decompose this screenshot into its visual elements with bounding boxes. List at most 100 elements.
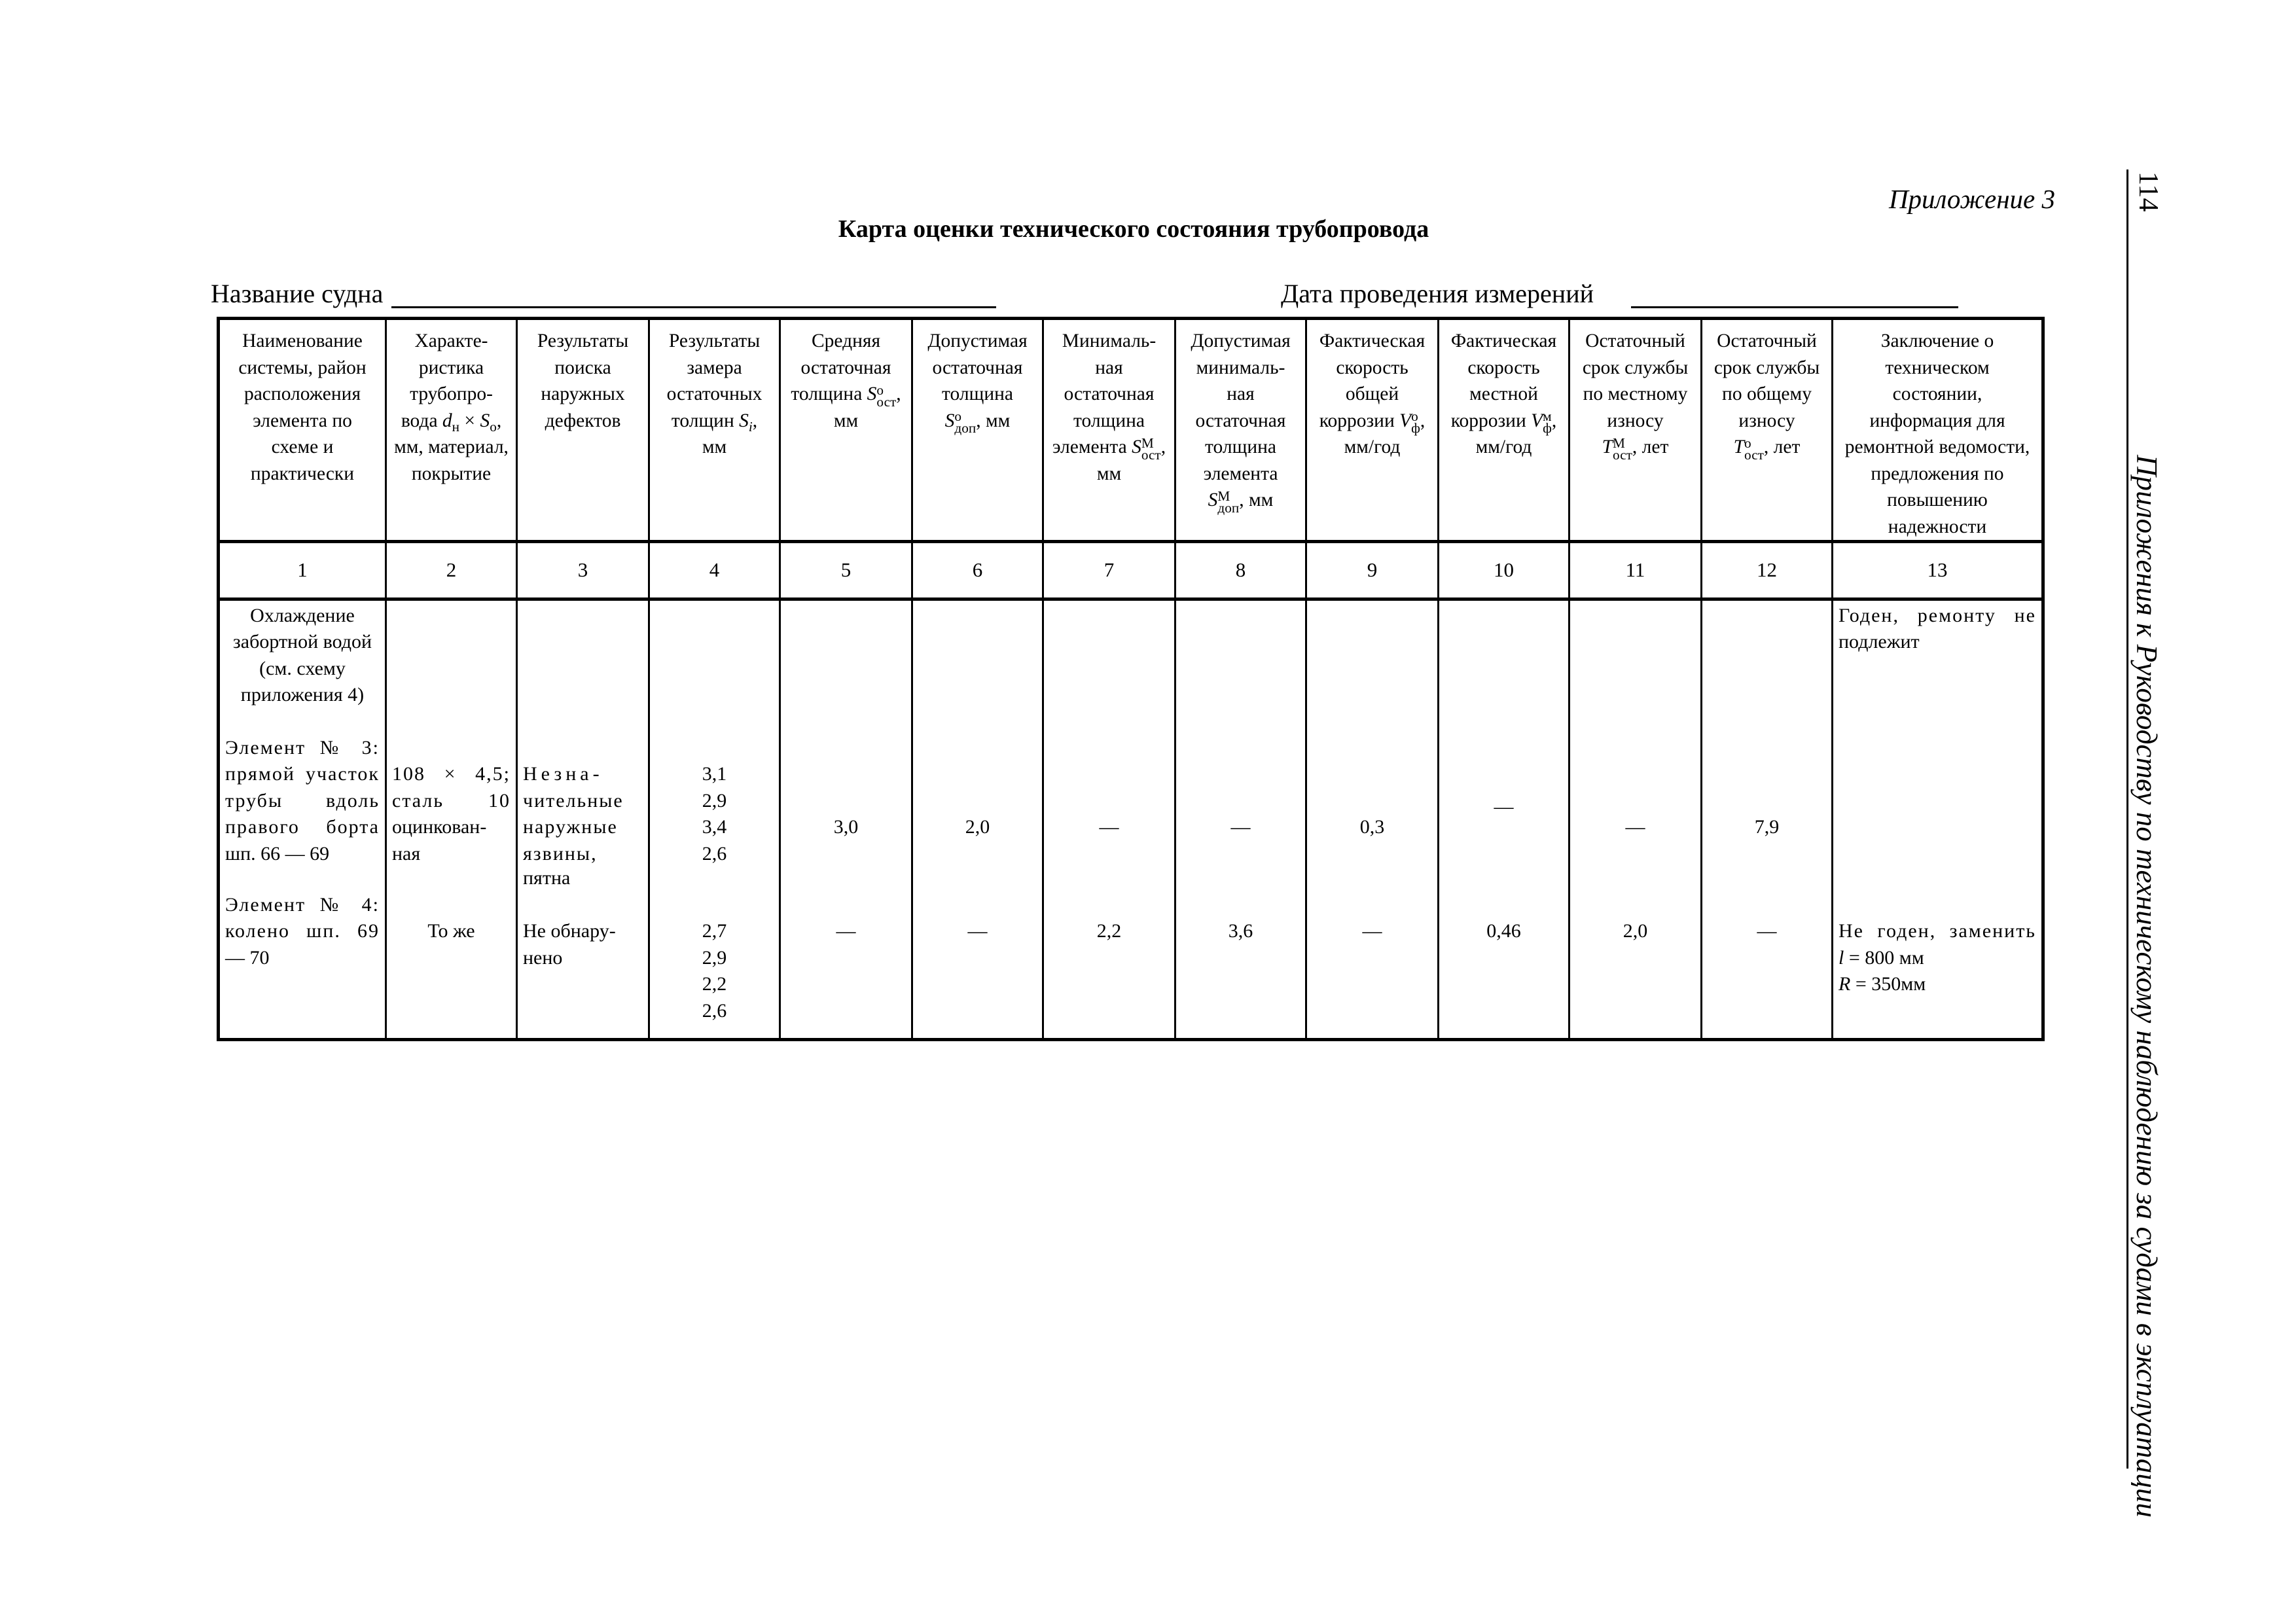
header-text: Фактическая скорость местной коррозии <box>1450 330 1557 431</box>
element3-conclusion: подлежит <box>1839 631 1920 652</box>
element3-life-local: — <box>1625 816 1645 838</box>
element3-min-thickness: — <box>1099 816 1119 838</box>
element3-measurement: 3,4 <box>702 816 727 838</box>
header-text: , мм <box>976 410 1011 431</box>
superscript: м <box>1543 408 1552 424</box>
system-line: приложения 4) <box>240 684 365 705</box>
element3-measurement: 2,9 <box>702 790 727 812</box>
column-number: 4 <box>648 541 781 601</box>
subscript: ост <box>1613 446 1632 463</box>
radius-value: = 350мм <box>1850 973 1926 995</box>
symbol: V <box>1399 410 1412 431</box>
header-text: Допустимая остаточная толщина <box>927 330 1028 404</box>
header-text: Характе- ристика трубопро- вода <box>401 330 493 431</box>
cell-conclusion: Годен, ремонту не подлежит Не годен, зам… <box>1831 598 2044 1041</box>
element3-conclusion: Годен, ремонту не <box>1839 605 2036 626</box>
element3-avg-thickness: 3,0 <box>833 816 859 838</box>
cell-system-element: Охлаждение забортной водой (см. схему пр… <box>217 598 387 1041</box>
header-life-local: Остаточный срок службы по местному износ… <box>1568 317 1702 543</box>
element4-avg-thickness: — <box>836 920 856 942</box>
element4-name: колено шп. 69 <box>225 920 380 942</box>
subscript: доп <box>954 420 977 437</box>
header-text: Остаточный срок службы по местному износ… <box>1582 330 1689 431</box>
symbol: S <box>739 410 749 431</box>
column-number: 13 <box>1831 541 2044 601</box>
length-symbol: l <box>1839 947 1844 969</box>
element4-min-thickness: 2,2 <box>1096 920 1122 942</box>
superscript: М <box>1141 435 1154 451</box>
column-number-row: 1 2 3 4 5 6 7 8 9 10 11 12 13 <box>217 541 2044 601</box>
symbol: S <box>944 410 955 431</box>
subscript: н <box>452 418 460 435</box>
column-number: 9 <box>1305 541 1439 601</box>
header-text: , лет <box>1632 437 1669 457</box>
symbol: S <box>1208 490 1218 510</box>
element3-pipe: сталь 10 <box>392 790 511 812</box>
column-number: 7 <box>1042 541 1176 601</box>
element4-life-general: — <box>1757 920 1777 942</box>
length-value: = 800 мм <box>1844 947 1924 969</box>
symbol: T <box>1733 437 1745 457</box>
cell-allowed-thickness: 2,0 — <box>911 598 1044 1041</box>
header-text: , мм <box>1096 437 1166 484</box>
superscript: М <box>1217 488 1230 504</box>
column-number: 6 <box>911 541 1044 601</box>
element4-defects: Не обнару- <box>523 920 616 942</box>
header-allowed-min-thickness: Допустимая минималь- ная остаточная толщ… <box>1174 317 1307 543</box>
column-number: 2 <box>385 541 518 601</box>
header-text: , лет <box>1763 437 1801 457</box>
element4-life-local: 2,0 <box>1623 920 1648 942</box>
header-life-general: Остаточный срок службы по общему износу … <box>1700 317 1833 543</box>
column-number: 1 <box>217 541 387 601</box>
cell-defects: Незна- чительные наружные язвины, пятна … <box>516 598 650 1041</box>
header-row: Наименование системы, район расположения… <box>217 317 2044 543</box>
element3-measurement: 3,1 <box>702 763 727 785</box>
date-field[interactable] <box>1631 306 1958 308</box>
header-system: Наименование системы, район расположения… <box>217 317 387 543</box>
header-text: Допустимая минималь- ная остаточная толщ… <box>1191 330 1291 484</box>
vessel-name-field[interactable] <box>391 306 996 308</box>
element3-defects: наружные <box>523 816 618 838</box>
header-text: , мм <box>1239 490 1274 510</box>
superscript: о <box>954 408 962 424</box>
element3-pipe: оцинкован- <box>392 816 487 838</box>
element3-local-corrosion: — <box>1494 796 1514 817</box>
header-pipe-characteristics: Характе- ристика трубопро- вода dн × Sо,… <box>385 317 518 543</box>
header-min-thickness: Минималь- ная остаточная толщина элемент… <box>1042 317 1176 543</box>
element3-name: Элемент № 3: <box>225 737 380 758</box>
margin-divider <box>2126 169 2128 1469</box>
cell-min-thickness: — 2,2 <box>1042 598 1176 1041</box>
element4-measurement: 2,7 <box>702 920 727 942</box>
column-number: 11 <box>1568 541 1702 601</box>
element4-allowed-thickness: — <box>967 920 988 942</box>
subscript: о <box>490 418 497 435</box>
radius-symbol: R <box>1839 973 1851 995</box>
element3-pipe: 108 × 4,5; <box>392 763 511 785</box>
cell-allowed-min-thickness: — 3,6 <box>1174 598 1307 1041</box>
symbol: S <box>867 383 877 404</box>
system-line: (см. схему <box>259 658 346 679</box>
superscript: о <box>1744 435 1751 451</box>
element4-radius: R = 350мм <box>1839 971 2036 997</box>
header-text: Средняя остаточная толщина <box>791 330 891 404</box>
assessment-table: Наименование системы, район расположения… <box>217 317 2045 1041</box>
header-text: Фактическая скорость общей коррозии <box>1319 330 1426 431</box>
element3-life-general: 7,9 <box>1754 816 1780 838</box>
cell-life-general: 7,9 — <box>1700 598 1833 1041</box>
element3-name: правого борта <box>225 816 380 838</box>
element4-allowed-min-thickness: 3,6 <box>1228 920 1253 942</box>
superscript: о <box>1411 408 1418 424</box>
header-defects: Результаты поиска наружных дефектов <box>516 317 650 543</box>
system-line: забортной водой <box>232 631 372 652</box>
superscript: М <box>1613 435 1625 451</box>
appendix-label: Приложение 3 <box>1888 184 2055 214</box>
element4-length: l = 800 мм <box>1839 945 2036 971</box>
element3-defects: пятна <box>523 867 571 889</box>
subscript: ф <box>1543 420 1552 437</box>
element3-defects: чительные <box>523 790 624 812</box>
header-text: Остаточный срок службы по общему износу <box>1713 330 1820 431</box>
element3-defects: язвины, <box>523 843 598 865</box>
element4-general-corrosion: — <box>1362 920 1382 942</box>
element4-local-corrosion: 0,46 <box>1486 920 1521 942</box>
